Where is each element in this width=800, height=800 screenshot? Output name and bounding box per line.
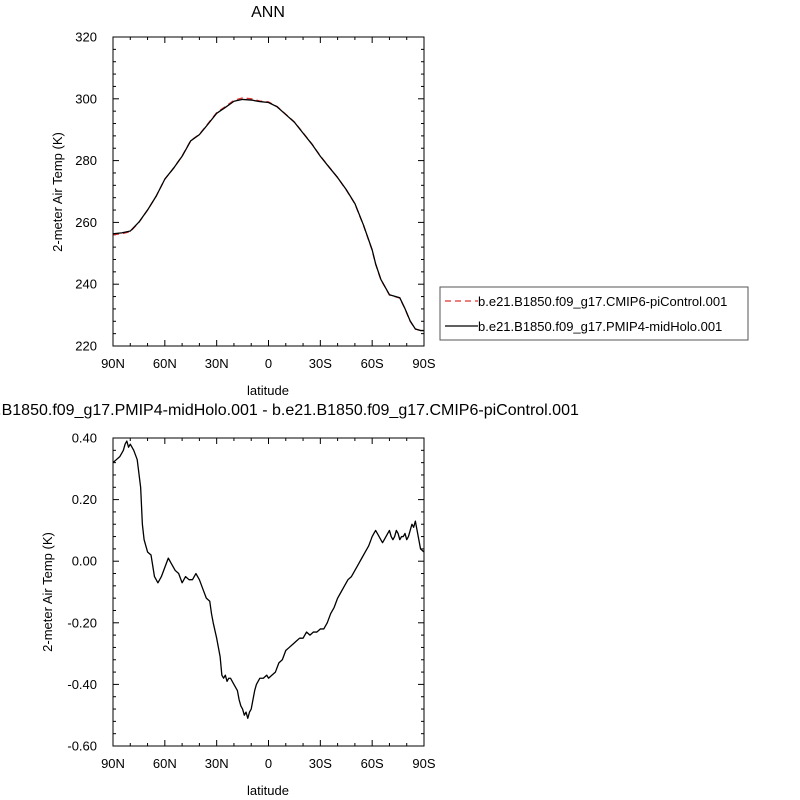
difference-chart: b.e21.B1850.f09_g17.PMIP4-midHolo.001 - … xyxy=(0,402,579,798)
difference-chart-frame xyxy=(112,437,425,747)
difference-chart-series-line-0 xyxy=(112,440,425,719)
temperature-chart-y-tick-label: 300 xyxy=(75,91,97,106)
temperature-chart-x-tick-label: 30S xyxy=(309,356,332,371)
difference-chart-x-tick-label: 60N xyxy=(153,756,177,771)
temperature-chart-x-tick-label: 90S xyxy=(412,356,435,371)
temperature-chart-title: ANN xyxy=(251,4,285,21)
difference-chart-lines xyxy=(112,440,425,719)
temperature-chart-y-label: 2-meter Air Temp (K) xyxy=(50,132,65,252)
temperature-chart-x-tick-label: 90N xyxy=(101,356,125,371)
difference-chart-x-label: latitude xyxy=(247,783,289,798)
temperature-chart-y-tick-label: 280 xyxy=(75,153,97,168)
temperature-chart-y-ticks: 220 240 260 280 300 320 xyxy=(75,30,424,354)
difference-chart-x-tick-label: 30N xyxy=(205,756,229,771)
legend-box xyxy=(439,286,749,341)
difference-chart-x-tick-label: 30S xyxy=(309,756,332,771)
temperature-chart-x-tick-label: 60S xyxy=(361,356,384,371)
temperature-chart-lines xyxy=(112,97,424,332)
difference-chart-y-tick-label: -0.40 xyxy=(67,677,97,692)
temperature-chart-x-tick-label: 30N xyxy=(205,356,229,371)
legend-label-picontrol: b.e21.B1850.f09_g17.CMIP6-piControl.001 xyxy=(478,294,727,309)
legend-label-midholo: b.e21.B1850.f09_g17.PMIP4-midHolo.001 xyxy=(478,319,722,334)
temperature-chart-series-line-1 xyxy=(112,98,424,332)
temperature-chart-x-label: latitude xyxy=(247,383,289,398)
difference-chart-x-tick-label: 90N xyxy=(101,756,125,771)
temperature-chart: ANN 220 240 260 280 300 320 90N 60N 30N 0 30S 60S 9… xyxy=(50,4,436,398)
difference-chart-y-tick-label: -0.20 xyxy=(67,615,97,630)
difference-chart-title: b.e21.B1850.f09_g17.PMIP4-midHolo.001 - … xyxy=(0,402,579,419)
temperature-chart-x-tick-label: 0 xyxy=(265,356,272,371)
temperature-chart-x-tick-label: 60N xyxy=(153,356,177,371)
difference-chart-y-tick-label: -0.60 xyxy=(67,739,97,754)
difference-chart-x-tick-label: 60S xyxy=(361,756,384,771)
difference-chart-x-tick-label: 0 xyxy=(265,756,272,771)
difference-chart-y-tick-label: 0.00 xyxy=(72,554,97,569)
temperature-chart-y-tick-label: 320 xyxy=(75,30,97,45)
difference-chart-y-tick-label: 0.40 xyxy=(72,431,97,446)
difference-chart-y-label: 2-meter Air Temp (K) xyxy=(40,532,55,652)
temperature-chart-y-tick-label: 240 xyxy=(75,277,97,292)
difference-chart-y-ticks: -0.60 -0.40 -0.20 0.00 0.20 0.40 xyxy=(67,431,424,754)
temperature-chart-y-tick-label: 260 xyxy=(75,215,97,230)
difference-chart-x-tick-label: 90S xyxy=(412,756,435,771)
legend: b.e21.B1850.f09_g17.CMIP6-piControl.001 … xyxy=(439,286,749,341)
difference-chart-x-ticks: 90N 60N 30N 0 30S 60S 90S xyxy=(101,438,436,771)
temperature-chart-series-line-0 xyxy=(112,97,424,332)
temperature-chart-y-tick-label: 220 xyxy=(75,339,97,354)
temperature-chart-frame xyxy=(112,36,425,347)
difference-chart-y-tick-label: 0.20 xyxy=(72,492,97,507)
